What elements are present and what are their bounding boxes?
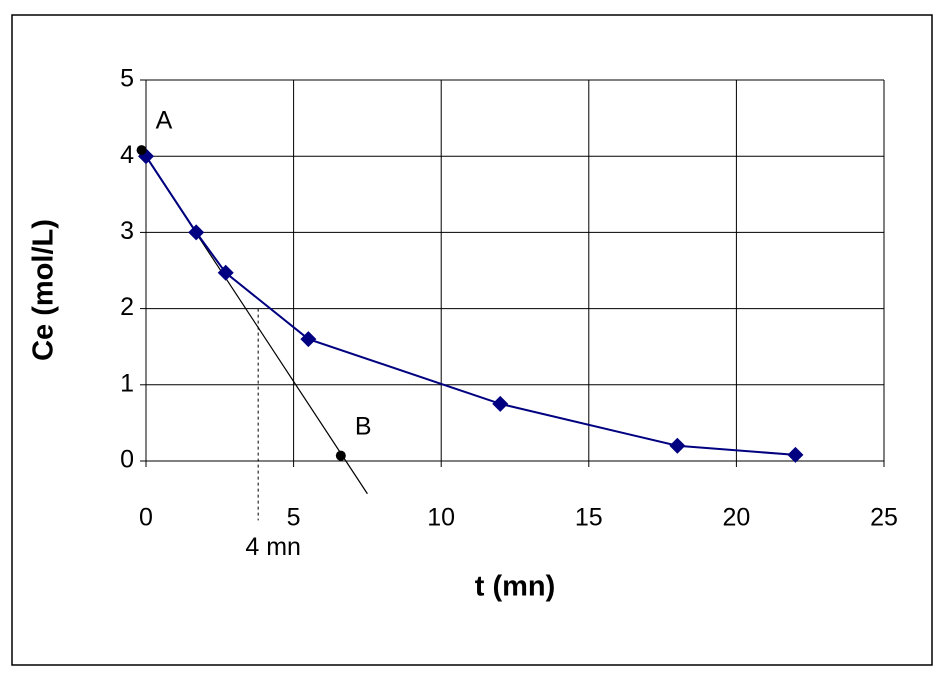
data-point [300, 331, 317, 348]
x-axis-title: t (mn) [475, 571, 556, 603]
y-axis-title: Ce (mol/L) [28, 219, 60, 361]
marker-label: 4 mn [245, 533, 301, 561]
data-point [492, 395, 509, 412]
y-tick-label: 1 [120, 369, 134, 397]
x-tick-label: 25 [870, 504, 898, 532]
data-point [787, 446, 804, 463]
x-tick-label: 5 [287, 504, 301, 532]
y-tick-label: 2 [120, 293, 134, 321]
x-tick-label: 20 [722, 504, 750, 532]
annotation-label: A [156, 107, 173, 135]
x-tick-label: 15 [575, 504, 603, 532]
annotation-label: B [355, 412, 372, 440]
annotation-point [136, 145, 147, 156]
y-tick-label: 5 [120, 65, 134, 93]
y-tick-label: 0 [120, 446, 134, 474]
data-point [669, 437, 686, 454]
y-tick-label: 3 [120, 217, 134, 245]
frame [11, 14, 933, 666]
y-tick-label: 4 [120, 141, 134, 169]
x-tick-label: 10 [427, 504, 455, 532]
data-point [188, 224, 205, 241]
x-tick-label: 0 [139, 504, 153, 532]
annotation-point [335, 450, 346, 461]
data-point [217, 264, 234, 281]
